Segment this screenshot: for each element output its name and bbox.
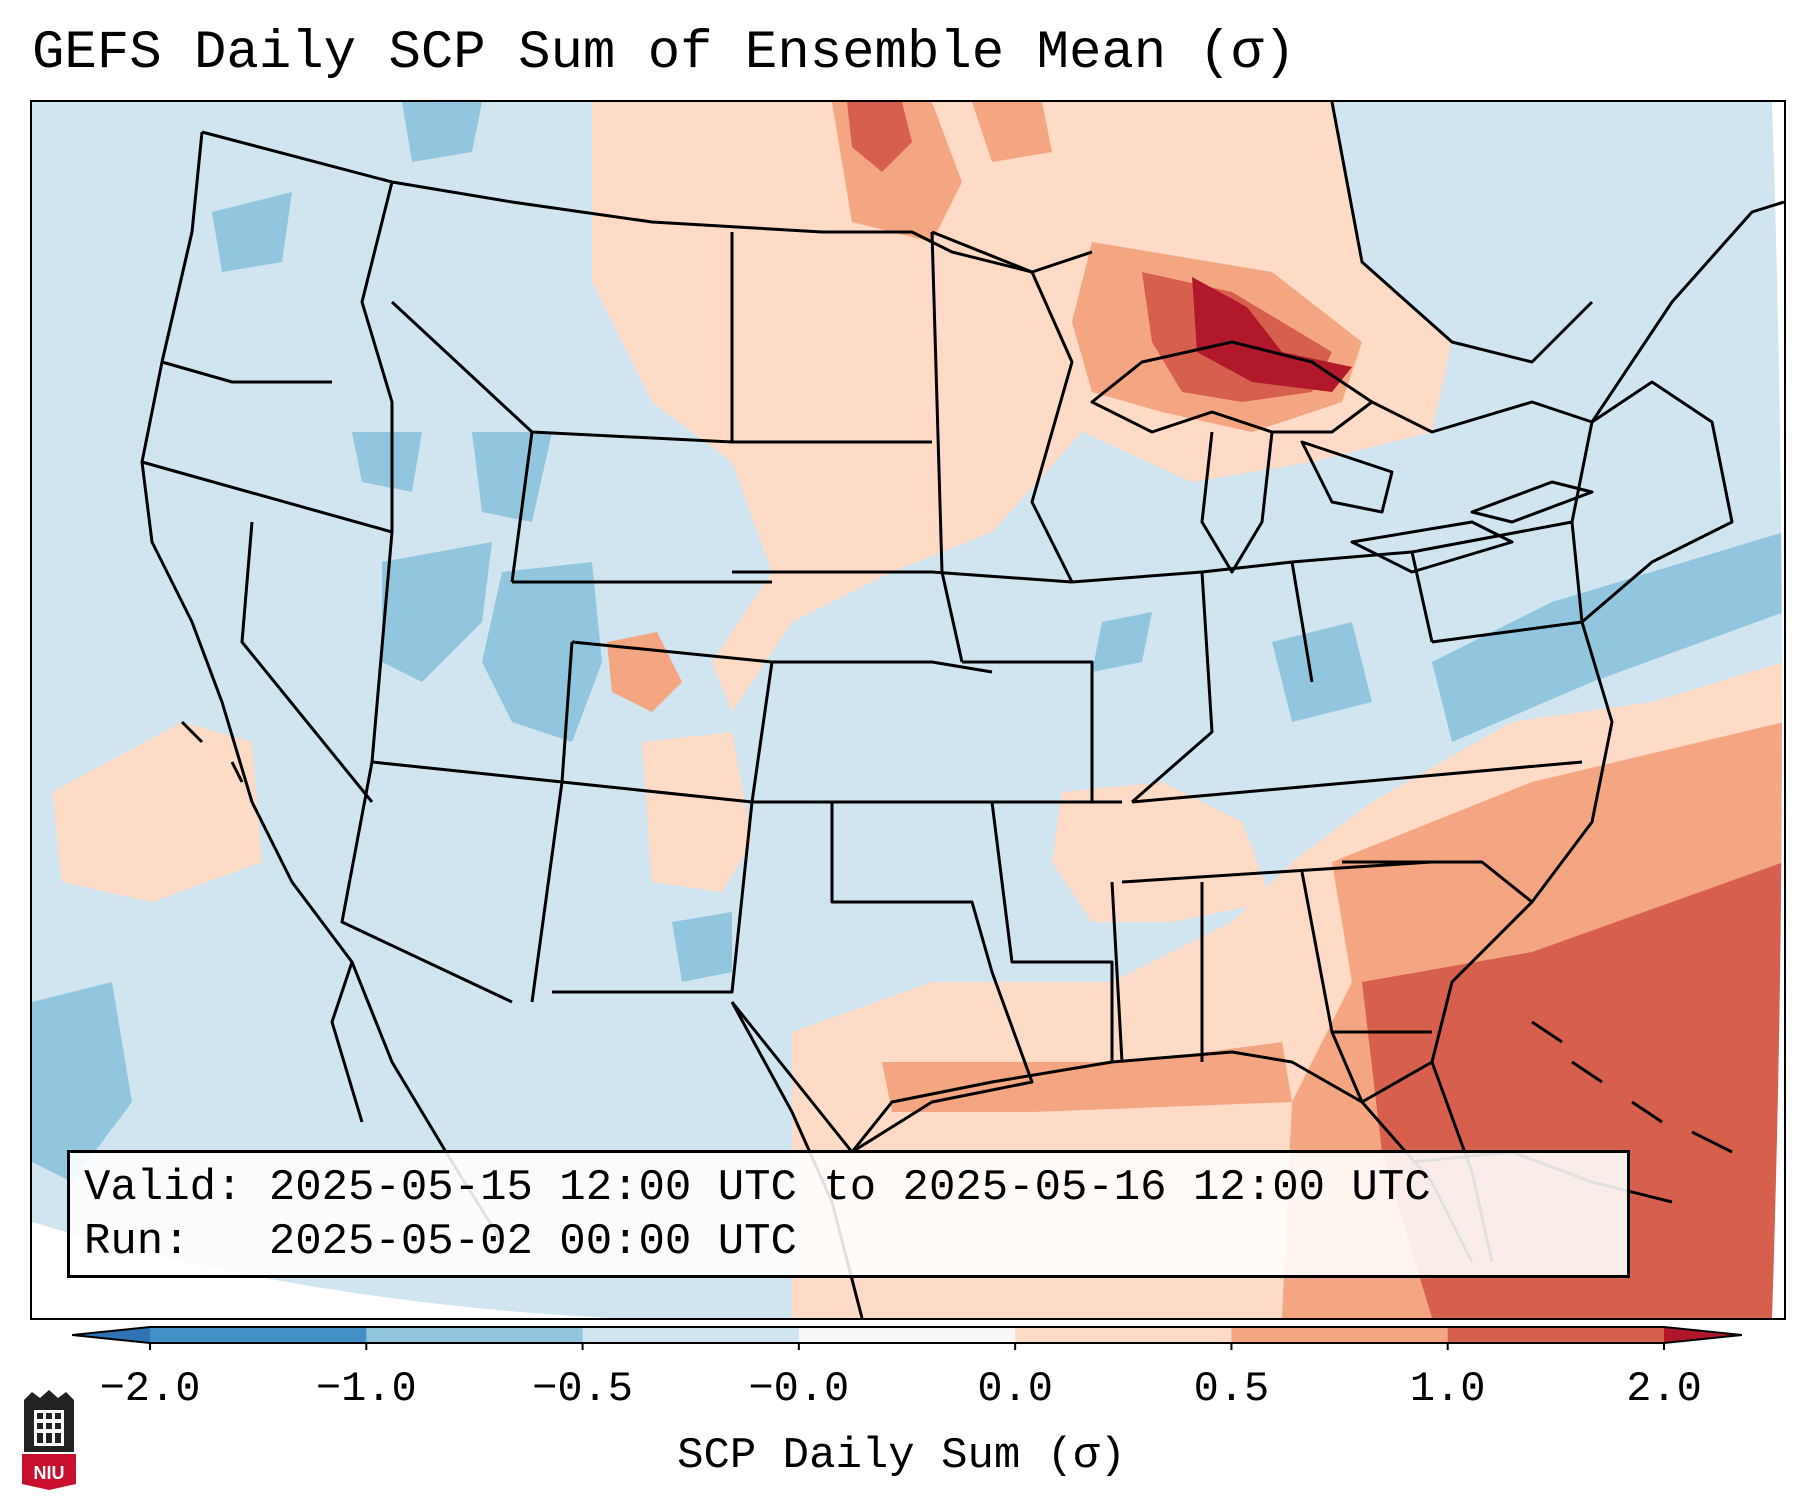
field-negative-wyoming bbox=[472, 432, 552, 522]
colorbar-segment bbox=[798, 1327, 1016, 1343]
field-negative-colorado bbox=[482, 562, 602, 742]
colorbar-segment bbox=[366, 1327, 584, 1343]
colorbar-segments bbox=[72, 1326, 1742, 1344]
field-negative-bc bbox=[402, 102, 482, 162]
run-value: 2025-05-02 00:00 UTC bbox=[268, 1217, 797, 1267]
colorbar-tick-label: −0.0 bbox=[748, 1365, 850, 1413]
field-negative-washington bbox=[212, 192, 292, 272]
run-label: Run: bbox=[84, 1217, 190, 1267]
map-panel bbox=[30, 100, 1786, 1320]
field-positive-pacific bbox=[52, 722, 262, 902]
colorbar-tick-label: −2.0 bbox=[99, 1365, 201, 1413]
colorbar-tick-label: 0.5 bbox=[1193, 1365, 1270, 1413]
field-positive-texas-panhandle bbox=[642, 732, 752, 892]
field-positive-southeast-states bbox=[1052, 782, 1272, 922]
colorbar-tick-label: 1.0 bbox=[1409, 1365, 1486, 1413]
field-negative-utah bbox=[382, 542, 492, 682]
field-negative-kentucky bbox=[1092, 612, 1152, 672]
valid-run-box: Valid: 2025-05-15 12:00 UTC to 2025-05-1… bbox=[67, 1150, 1630, 1278]
run-line: Run: 2025-05-02 00:00 UTC bbox=[84, 1215, 1613, 1269]
colorbar-segment bbox=[150, 1327, 367, 1343]
field-positive-north bbox=[592, 102, 1452, 712]
valid-line: Valid: 2025-05-15 12:00 UTC to 2025-05-1… bbox=[84, 1161, 1613, 1215]
valid-label: Valid: bbox=[84, 1163, 243, 1213]
scp-field-map bbox=[32, 102, 1784, 1318]
domain-edge-mask bbox=[32, 1222, 932, 1318]
domain-edge-mask-right bbox=[1772, 102, 1784, 1318]
field-positive-dakota-core bbox=[847, 102, 912, 172]
colorbar-tick-label: 2.0 bbox=[1626, 1365, 1702, 1413]
colorbar-ticks bbox=[149, 1343, 1665, 1350]
field-negative-carolinas bbox=[1272, 622, 1372, 722]
colorbar-tick-label: −1.0 bbox=[315, 1365, 417, 1413]
colorbar-segment bbox=[1664, 1327, 1742, 1343]
map-title: GEFS Daily SCP Sum of Ensemble Mean (σ) bbox=[32, 23, 1296, 84]
colorbar-segment bbox=[1231, 1327, 1449, 1343]
field-positive-gulf-band bbox=[882, 1042, 1292, 1112]
field-negative-atlantic bbox=[1432, 532, 1784, 742]
field-negative-idaho bbox=[352, 432, 422, 492]
colorbar-segment bbox=[72, 1327, 150, 1343]
colorbar-segment bbox=[1447, 1327, 1665, 1343]
colorbar-label: SCP Daily Sum (σ) bbox=[677, 1431, 1126, 1481]
niu-logo-icon: NIU bbox=[22, 1390, 76, 1490]
field-positive-manitoba bbox=[972, 102, 1052, 162]
colorbar-tick-label: −0.5 bbox=[532, 1365, 633, 1413]
colorbar bbox=[72, 1326, 1742, 1350]
colorbar-tick-label: 0.0 bbox=[977, 1365, 1053, 1413]
niu-logo-text: NIU bbox=[34, 1463, 65, 1483]
field-negative-south-texas bbox=[672, 912, 732, 982]
colorbar-segment bbox=[1015, 1327, 1232, 1343]
field-negative-pacific-sw bbox=[32, 982, 132, 1182]
colorbar-segment bbox=[582, 1327, 800, 1343]
valid-value: 2025-05-15 12:00 UTC to 2025-05-16 12:00… bbox=[268, 1163, 1431, 1213]
